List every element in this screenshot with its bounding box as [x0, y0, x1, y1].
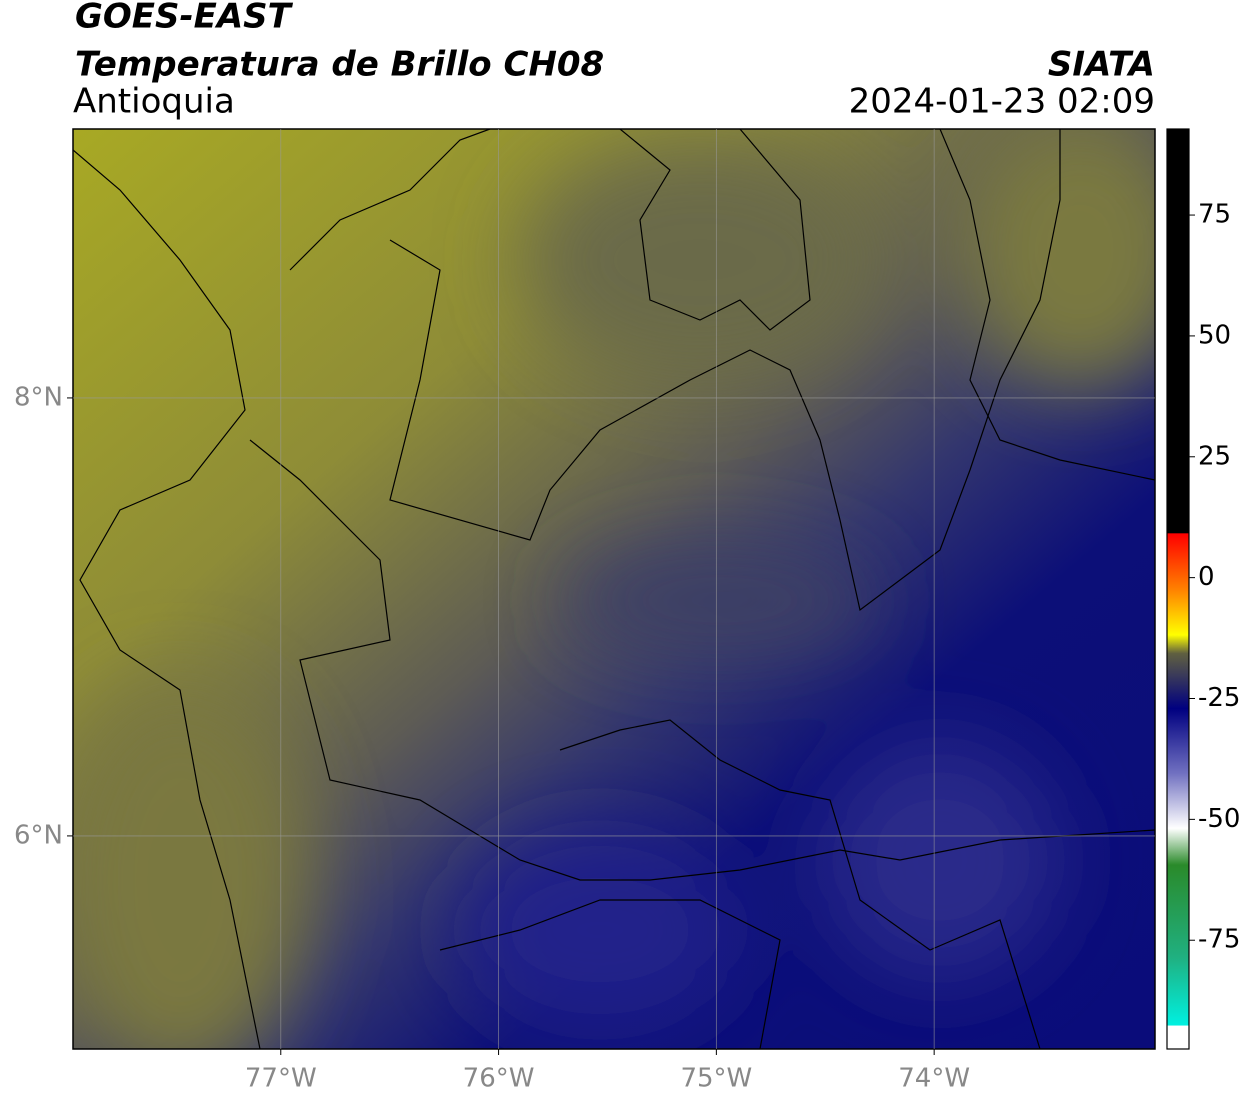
- map-frame: [72, 128, 1156, 1050]
- source: SIATA: [1048, 45, 1155, 85]
- y-tick-label: 6°N: [14, 820, 63, 850]
- title: GOES-EAST: [75, 0, 294, 37]
- x-tick-label: 75°W: [680, 1064, 752, 1094]
- colorbar-tick-label: -75: [1198, 925, 1240, 955]
- x-tick-label: 76°W: [463, 1064, 535, 1094]
- colorbar: [1166, 128, 1190, 1050]
- colorbar-tick-label: 50: [1198, 320, 1231, 350]
- map-area: [73, 129, 1155, 1049]
- datetime: 2024-01-23 02:09: [849, 82, 1155, 122]
- region: Antioquia: [73, 82, 235, 122]
- colorbar-tick-label: 25: [1198, 441, 1231, 471]
- subtitle: Temperatura de Brillo CH08: [75, 45, 604, 85]
- x-tick-label: 77°W: [245, 1064, 317, 1094]
- x-tick-label: 74°W: [898, 1064, 970, 1094]
- colorbar-tick-label: 0: [1198, 562, 1215, 592]
- borders: [73, 129, 1155, 1049]
- y-tick-label: 8°N: [14, 382, 63, 412]
- colorbar-tick-label: 75: [1198, 200, 1231, 230]
- colorbar-tick-label: -50: [1198, 804, 1240, 834]
- colorbar-tick-label: -25: [1198, 683, 1240, 713]
